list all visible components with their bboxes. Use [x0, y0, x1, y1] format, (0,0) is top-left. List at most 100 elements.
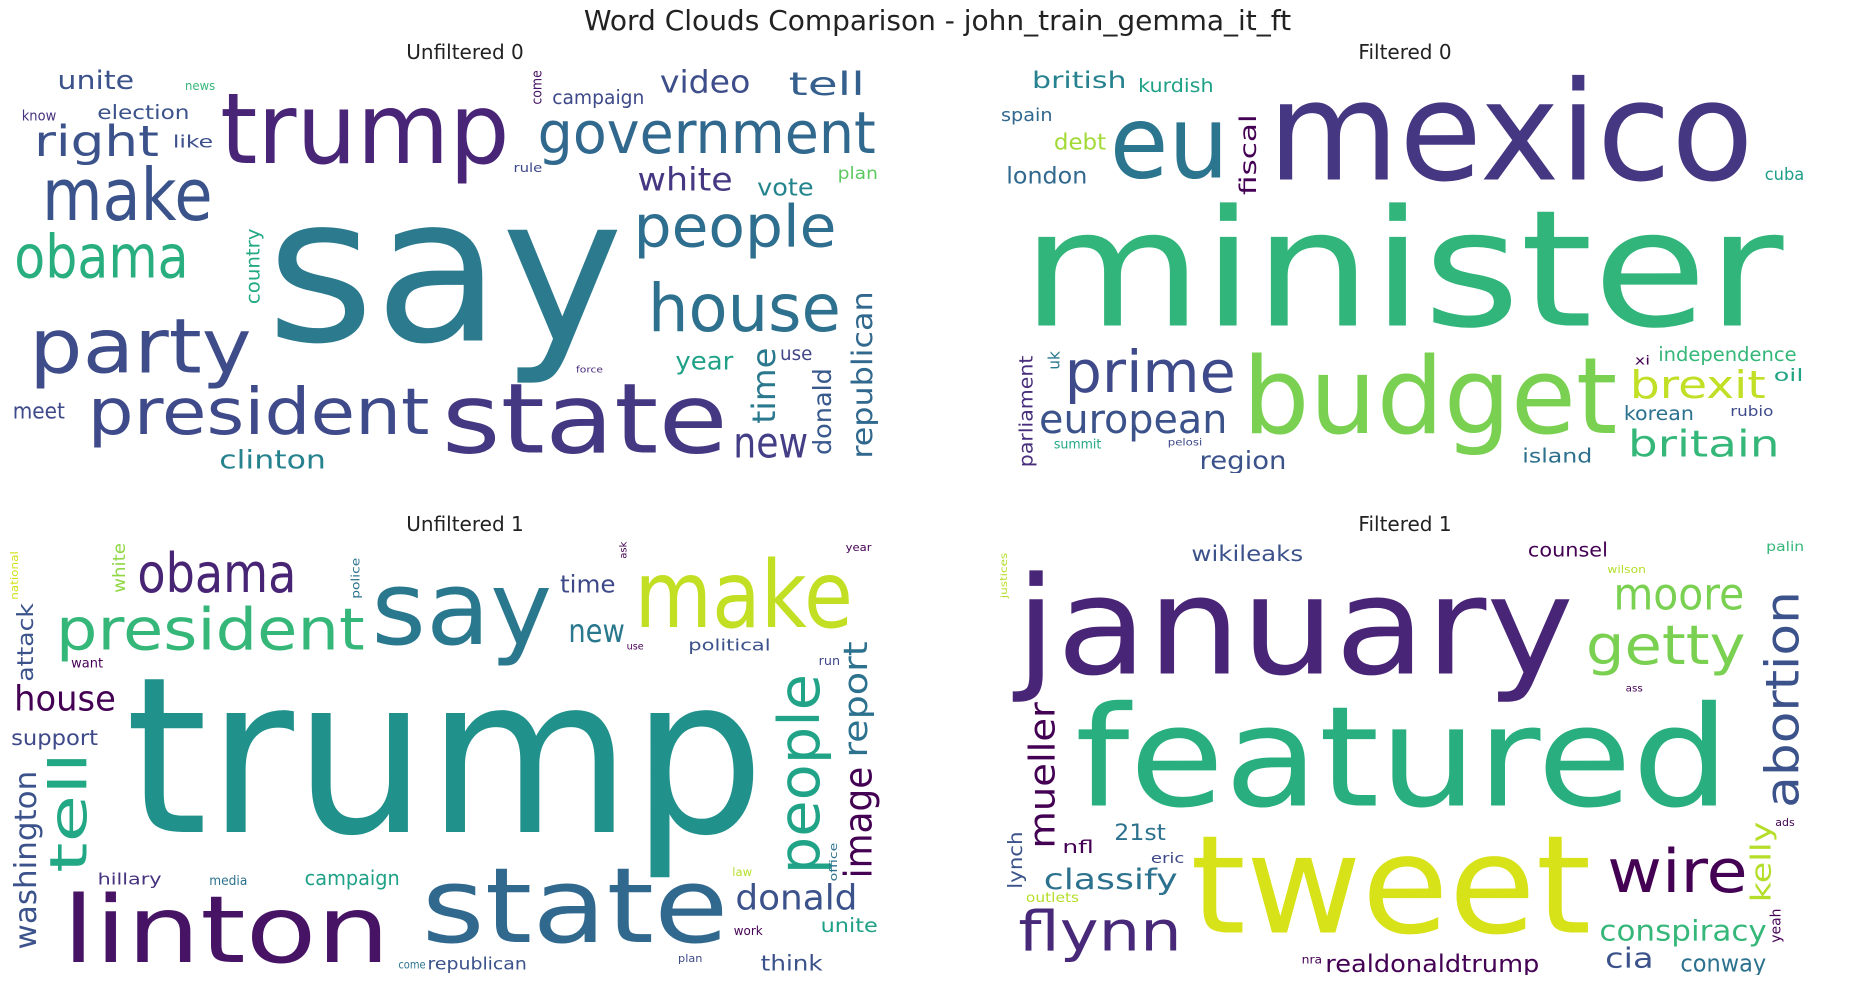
cloud-word: people — [767, 674, 833, 874]
cloud-word: election — [97, 101, 189, 124]
cloud-word: debt — [1054, 130, 1106, 156]
cloud-word: president — [56, 596, 365, 664]
cloud-word: country — [243, 228, 264, 304]
cloud-word: ads — [1775, 816, 1795, 829]
cloud-word: unite — [821, 914, 878, 937]
cloud-word: campaign — [305, 866, 400, 890]
cloud-word: house — [648, 271, 841, 347]
panel-title: Filtered 0 — [1358, 40, 1452, 64]
cloud-word: nfl — [1062, 837, 1093, 858]
cloud-word: pelosi — [1168, 438, 1203, 449]
wordcloud-canvas: say trump state president government people ho… — [10, 68, 880, 473]
cloud-word: linton — [62, 876, 390, 975]
cloud-word: plan — [678, 953, 702, 965]
cloud-word: plan — [838, 164, 878, 184]
cloud-word: wire — [1607, 838, 1747, 907]
cloud-word: year — [675, 346, 734, 375]
cloud-word: realdonaldtrump — [1325, 949, 1539, 975]
cloud-word: island — [1522, 444, 1592, 467]
cloud-word: spain — [1001, 106, 1053, 126]
panel-title: Unfiltered 1 — [406, 512, 524, 536]
cloud-word: parliament — [1016, 356, 1038, 468]
cloud-word: run — [819, 654, 840, 668]
cloud-word: state — [422, 845, 729, 967]
cloud-word: republican — [846, 291, 879, 458]
cloud-word: make — [42, 154, 213, 238]
figure-title: Word Clouds Comparison - john_train_gemm… — [583, 4, 1292, 37]
cloud-word: summit — [1054, 438, 1101, 453]
cloud-word: mexico — [1268, 68, 1754, 213]
cloud-word: time — [560, 571, 616, 599]
cloud-word: tell — [40, 752, 100, 873]
cloud-word: law — [732, 866, 752, 879]
cloud-word: use — [780, 344, 812, 365]
cloud-word: wikileaks — [1191, 541, 1303, 566]
cloud-word: police — [349, 558, 363, 599]
wordcloud-canvas: trump say state president linton make people ob… — [10, 540, 880, 975]
cloud-word: london — [1006, 163, 1087, 189]
cloud-word: prime — [1065, 338, 1236, 406]
cloud-word: classify — [1044, 863, 1178, 896]
wordcloud-canvas: featured tweet january realdonaldtrump getty… — [1000, 540, 1805, 975]
cloud-word: britain — [1628, 423, 1780, 466]
cloud-word: fiscal — [1236, 114, 1262, 195]
cloud-word: work — [734, 924, 764, 938]
cloud-word: unite — [57, 68, 134, 96]
cloud-word: white — [638, 160, 733, 198]
cloud-word: european — [1039, 397, 1227, 443]
cloud-word: state — [442, 362, 728, 473]
cloud-word: national — [10, 551, 21, 600]
cloud-word: obama — [137, 542, 296, 605]
cloud-word: cuba — [1765, 164, 1805, 184]
cloud-word: house — [14, 680, 116, 720]
cloud-word: brexit — [1630, 363, 1766, 408]
cloud-word: tell — [789, 68, 865, 103]
cloud-word: party — [29, 303, 251, 391]
cloud-word: oil — [1774, 365, 1804, 385]
cloud-word: political — [688, 637, 770, 655]
cloud-word: counsel — [1528, 540, 1608, 562]
cloud-word: lynch — [1004, 832, 1027, 889]
cloud-word: trump — [125, 631, 764, 884]
cloud-word: trump — [220, 73, 510, 187]
cloud-word: image — [836, 767, 880, 879]
cloud-word: campaign — [552, 86, 644, 109]
cloud-word: want — [71, 655, 103, 671]
cloud-word: kelly — [1747, 822, 1778, 903]
cloud-word: year — [846, 541, 872, 554]
cloud-word: president — [88, 375, 430, 450]
cloud-word: vote — [757, 173, 814, 201]
cloud-word: obama — [14, 223, 188, 292]
cloud-word: government — [538, 100, 876, 167]
cloud-word: palin — [1766, 540, 1804, 555]
cloud-word: xi — [1635, 353, 1650, 368]
cloud-word: force — [576, 364, 603, 375]
cloud-word: think — [761, 950, 824, 975]
panel-filtered-0: Filtered 0 minister mexico budget eu prime eu… — [940, 40, 1870, 490]
cloud-word: rubio — [1730, 403, 1773, 420]
cloud-word: white — [110, 543, 130, 593]
cloud-word: featured — [1075, 677, 1730, 839]
cloud-word: time — [745, 348, 783, 424]
cloud-word: come — [398, 958, 425, 972]
cloud-word: eric — [1151, 851, 1185, 867]
cloud-word: tweet — [1190, 807, 1591, 966]
cloud-word: moore — [1614, 570, 1745, 621]
cloud-word: wilson — [1607, 563, 1646, 576]
panel-unfiltered-0: Unfiltered 0 say trump state president gover… — [0, 40, 930, 490]
cloud-word: come — [529, 70, 546, 105]
wordcloud-canvas: minister mexico budget eu prime european brita… — [1000, 68, 1805, 473]
cloud-word: know — [22, 108, 57, 125]
cloud-word: use — [627, 642, 644, 653]
cloud-word: say — [371, 550, 552, 669]
cloud-word: hillary — [98, 870, 162, 888]
panel-title: Unfiltered 0 — [406, 40, 524, 64]
cloud-word: new — [568, 612, 625, 650]
cloud-word: 21st — [1114, 821, 1166, 846]
cloud-word: ask — [618, 541, 629, 559]
cloud-word: mueller — [1022, 702, 1063, 849]
cloud-word: conspiracy — [1599, 915, 1767, 948]
cloud-word: uk — [1045, 350, 1064, 370]
